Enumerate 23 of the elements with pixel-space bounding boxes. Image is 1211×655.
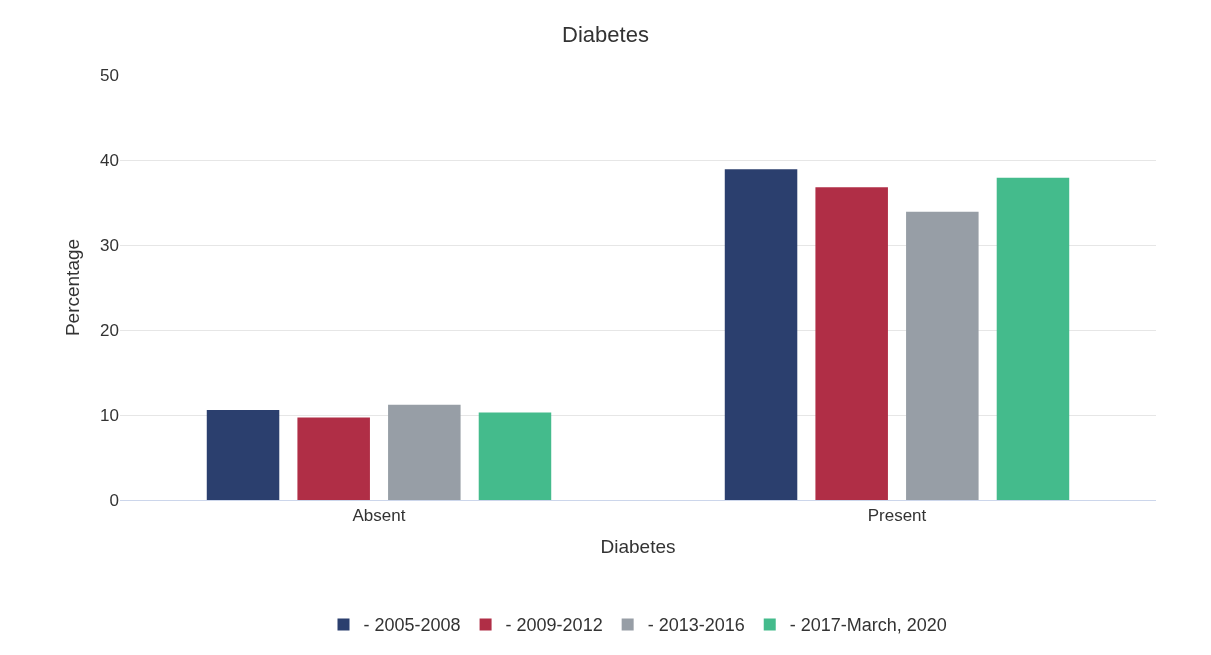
y-tick-label: 40 xyxy=(100,150,119,170)
y-tick-label: 20 xyxy=(100,320,119,340)
y-tick-label: 30 xyxy=(100,235,119,255)
y-tick-label: 50 xyxy=(100,65,119,85)
bar xyxy=(297,417,370,500)
legend-label: - 2013-2016 xyxy=(647,615,745,636)
bar xyxy=(724,169,798,500)
bar xyxy=(815,187,888,500)
x-tick-label: Absent xyxy=(352,506,406,526)
x-axis-title: Diabetes xyxy=(600,536,676,558)
bar xyxy=(478,412,552,500)
bar xyxy=(388,404,461,500)
chart-title: Diabetes xyxy=(562,21,649,47)
y-tick-label: 10 xyxy=(100,405,119,425)
legend-label: - 2005-2008 xyxy=(363,615,461,636)
y-tick-label: 0 xyxy=(109,490,119,510)
legend-label: - 2009-2012 xyxy=(505,615,603,636)
x-tick-label: Present xyxy=(867,506,927,526)
legend-label: - 2017-March, 2020 xyxy=(789,615,947,636)
bar xyxy=(206,409,280,500)
bar xyxy=(996,177,1070,500)
bar xyxy=(906,211,979,500)
y-axis-title: Percentage xyxy=(61,238,83,337)
